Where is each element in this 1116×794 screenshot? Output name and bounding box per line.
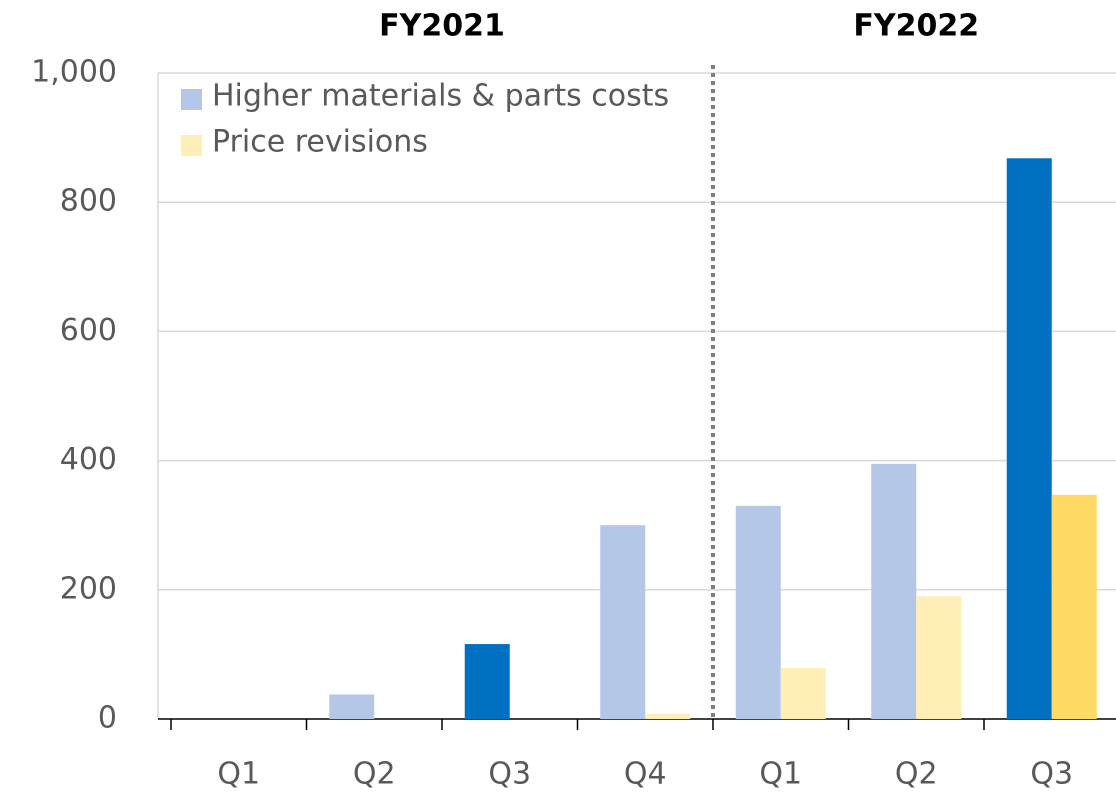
bar <box>916 596 962 719</box>
x-tick-label: Q1 <box>217 757 260 792</box>
bar <box>464 644 510 719</box>
legend-swatch <box>181 135 202 156</box>
y-tick-label: 800 <box>60 184 117 219</box>
legend-swatch <box>181 89 202 110</box>
y-tick-label: 600 <box>60 313 117 348</box>
y-tick-label: 400 <box>60 442 117 477</box>
x-tick-label: Q2 <box>895 757 938 792</box>
bar <box>871 463 917 719</box>
bar <box>329 694 375 719</box>
x-tick-label: Q3 <box>1030 757 1073 792</box>
bar <box>600 525 646 719</box>
x-tick-label: Q2 <box>353 757 396 792</box>
x-tick-label: Q3 <box>488 757 531 792</box>
y-tick-label: 1,000 <box>31 55 117 90</box>
bar <box>1006 158 1052 720</box>
legend-label: Higher materials & parts costs <box>212 79 669 114</box>
group-label: FY2021 <box>379 9 505 44</box>
legend-label: Price revisions <box>212 125 428 160</box>
bar <box>735 505 781 719</box>
y-tick-label: 200 <box>60 571 117 606</box>
bar <box>1051 494 1097 719</box>
group-label: FY2022 <box>853 9 979 44</box>
bar <box>645 713 691 719</box>
x-tick-label: Q1 <box>759 757 802 792</box>
y-tick-label: 0 <box>98 701 117 736</box>
x-tick-label: Q4 <box>624 757 667 792</box>
bar <box>780 667 826 719</box>
